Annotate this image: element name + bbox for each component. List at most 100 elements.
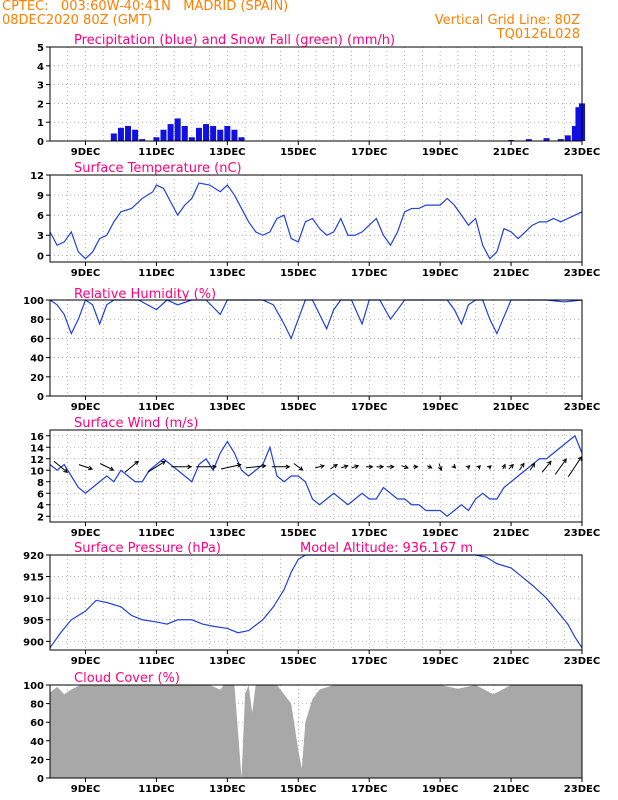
- wind-arrow: [541, 460, 552, 473]
- y-tick-label: 4: [37, 501, 44, 512]
- x-tick-label: 15DEC: [280, 402, 316, 413]
- x-tick-label: 9DEC: [71, 656, 100, 667]
- wind-arrow-head: [403, 464, 409, 470]
- x-tick-label: 11DEC: [138, 402, 174, 413]
- panel-title: Surface Pressure (hPa): [74, 541, 221, 556]
- x-tick-label: 9DEC: [71, 147, 100, 158]
- precip-bar: [181, 125, 188, 141]
- header-code: TQ0126L028: [496, 27, 580, 42]
- x-tick-label: 11DEC: [138, 268, 174, 279]
- wind-arrow-head: [63, 468, 69, 473]
- panel-title: Relative Humidity (%): [74, 287, 216, 302]
- panel-frame: [49, 684, 583, 779]
- wind-arrow: [330, 464, 338, 470]
- y-tick-label: 6: [37, 211, 44, 222]
- wind-arrow-head: [298, 466, 304, 471]
- wind-arrow: [529, 463, 535, 471]
- panel-title: Surface Wind (m/s): [74, 416, 198, 431]
- y-tick-label: 4: [37, 62, 44, 73]
- wind-arrow: [519, 463, 525, 471]
- x-tick-label: 23DEC: [564, 656, 600, 667]
- wind-arrow-head: [109, 466, 115, 471]
- wind-arrow-head: [465, 464, 471, 470]
- x-tick-label: 21DEC: [493, 784, 529, 795]
- x-tick-label: 15DEC: [280, 528, 316, 539]
- precip-bar: [110, 133, 117, 141]
- x-tick-label: 17DEC: [351, 784, 387, 795]
- wind-arrow-head: [379, 464, 385, 470]
- x-tick-label: 13DEC: [209, 656, 245, 667]
- x-tick-label: 19DEC: [422, 528, 458, 539]
- series-line: [49, 182, 583, 260]
- wind-arrow-head: [476, 464, 481, 470]
- precip-bar: [125, 125, 132, 141]
- precip-bar: [160, 129, 167, 141]
- y-tick-label: 0: [37, 774, 44, 785]
- y-tick-label: 910: [23, 594, 44, 605]
- wind-arrow-head: [562, 458, 567, 464]
- wind-arrow: [78, 464, 93, 470]
- y-tick-label: 0: [37, 392, 44, 403]
- wind-arrow: [245, 465, 266, 469]
- wind-arrow: [220, 464, 241, 470]
- x-tick-label: 15DEC: [280, 656, 316, 667]
- precip-bar: [203, 124, 210, 141]
- x-tick-label: 9DEC: [71, 268, 100, 279]
- y-tick-label: 920: [23, 551, 44, 562]
- y-tick-label: 12: [30, 171, 44, 182]
- y-tick-label: 3: [37, 81, 44, 92]
- y-tick-label: 60: [30, 718, 44, 729]
- wind-arrow: [351, 465, 359, 469]
- precip-bar: [231, 129, 238, 141]
- x-tick-label: 13DEC: [209, 147, 245, 158]
- y-tick-label: 80: [30, 700, 44, 711]
- panel-frame: [49, 429, 583, 523]
- y-tick-label: 12: [30, 455, 44, 466]
- y-tick-label: 40: [30, 354, 44, 365]
- wind-arrow-head: [368, 464, 374, 470]
- wind-arrow-head: [451, 463, 457, 469]
- precip-bar: [543, 138, 550, 141]
- wind-arrow: [147, 460, 166, 473]
- x-tick-label: 11DEC: [138, 656, 174, 667]
- wind-arrow-head: [343, 464, 349, 469]
- x-tick-label: 23DEC: [564, 402, 600, 413]
- wind-arrow-head: [520, 462, 525, 468]
- precip-bar: [139, 139, 146, 141]
- y-tick-label: 20: [30, 373, 44, 384]
- y-tick-label: 10: [30, 466, 44, 477]
- wind-arrow-head: [509, 463, 515, 469]
- x-tick-label: 13DEC: [209, 402, 245, 413]
- y-tick-label: 40: [30, 737, 44, 748]
- x-tick-label: 9DEC: [71, 528, 100, 539]
- x-tick-label: 17DEC: [351, 147, 387, 158]
- wind-arrow-head: [547, 460, 552, 466]
- header-date: 08DEC2020 80Z (GMT): [2, 13, 153, 28]
- x-tick-label: 23DEC: [564, 268, 600, 279]
- wind-arrow-head: [486, 464, 492, 470]
- header-grid-line: Vertical Grid Line: 80Z: [434, 13, 580, 28]
- y-tick-label: 80: [30, 315, 44, 326]
- wind-arrow-head: [161, 460, 167, 466]
- x-tick-label: 19DEC: [422, 784, 458, 795]
- x-tick-label: 19DEC: [422, 656, 458, 667]
- precip-bar: [167, 124, 174, 141]
- wind-arrow-head: [530, 462, 536, 468]
- x-tick-label: 17DEC: [351, 402, 387, 413]
- precip-bar: [217, 129, 224, 141]
- panel-title: Cloud Cover (%): [74, 671, 180, 686]
- wind-arrow: [567, 456, 582, 477]
- wind-arrow: [99, 463, 114, 471]
- y-tick-label: 6: [37, 489, 44, 500]
- wind-arrow: [340, 465, 348, 469]
- precip-bar: [174, 118, 181, 141]
- panel-1: 0 1 2 3 4 5 9DEC 11DEC 13DEC 15DEC 17DEC 19DEC 21DEC…: [37, 33, 600, 158]
- wind-arrow-head: [437, 466, 443, 472]
- x-tick-label: 19DEC: [422, 402, 458, 413]
- wind-arrow-head: [134, 460, 139, 466]
- y-tick-label: 14: [30, 443, 44, 454]
- y-tick-label: 8: [37, 478, 44, 489]
- x-tick-label: 21DEC: [493, 402, 529, 413]
- panel-3: 0 20 40 60 80 100 9DEC 11DEC 13DEC 15DEC 17DEC 19DE…: [23, 287, 600, 413]
